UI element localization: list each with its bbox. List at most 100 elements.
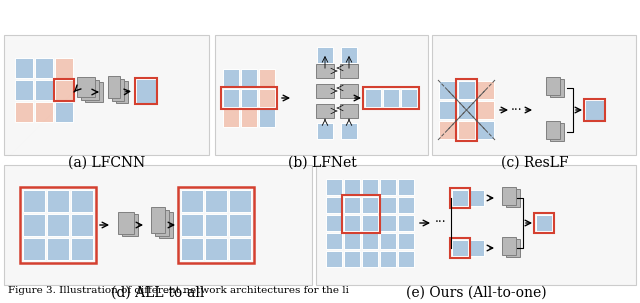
Bar: [229, 190, 251, 212]
Bar: [458, 101, 475, 119]
Bar: [15, 80, 33, 100]
Bar: [122, 214, 138, 236]
Bar: [20, 187, 96, 263]
Bar: [470, 190, 484, 206]
Bar: [229, 214, 251, 236]
Bar: [380, 179, 396, 195]
Bar: [316, 84, 334, 98]
Bar: [584, 99, 605, 121]
Bar: [81, 80, 99, 100]
Bar: [546, 121, 560, 138]
Bar: [55, 58, 73, 78]
Bar: [439, 121, 456, 139]
Text: (b) LFNet: (b) LFNet: [287, 156, 356, 170]
Bar: [47, 238, 69, 260]
Bar: [344, 197, 360, 213]
Bar: [241, 109, 257, 127]
Bar: [398, 197, 414, 213]
Bar: [205, 238, 227, 260]
Bar: [363, 87, 419, 109]
Bar: [151, 207, 165, 233]
Bar: [398, 215, 414, 231]
Bar: [116, 81, 128, 103]
Bar: [77, 77, 95, 97]
Bar: [47, 190, 69, 212]
Bar: [317, 47, 333, 63]
Bar: [439, 101, 456, 119]
Bar: [342, 195, 380, 233]
Bar: [118, 211, 134, 234]
Bar: [47, 214, 69, 236]
Bar: [241, 69, 257, 87]
Text: (c) ResLF: (c) ResLF: [501, 156, 569, 170]
Bar: [340, 104, 358, 118]
Bar: [506, 189, 520, 207]
Bar: [362, 197, 378, 213]
Bar: [344, 179, 360, 195]
Text: (e) Ours (All-to-one): (e) Ours (All-to-one): [406, 286, 547, 300]
Bar: [362, 179, 378, 195]
Bar: [383, 89, 399, 107]
Bar: [35, 80, 53, 100]
Bar: [112, 78, 124, 101]
Bar: [344, 215, 360, 231]
Bar: [259, 109, 275, 127]
Bar: [439, 81, 456, 99]
Bar: [380, 233, 396, 249]
Bar: [155, 210, 169, 236]
Bar: [477, 81, 494, 99]
Bar: [380, 197, 396, 213]
Bar: [205, 214, 227, 236]
Bar: [477, 121, 494, 139]
Bar: [546, 77, 560, 95]
Bar: [550, 123, 564, 141]
Bar: [136, 79, 156, 103]
Bar: [221, 87, 277, 109]
Bar: [341, 123, 357, 139]
Bar: [362, 251, 378, 267]
Bar: [380, 251, 396, 267]
Bar: [398, 179, 414, 195]
Bar: [398, 251, 414, 267]
Bar: [259, 69, 275, 87]
Bar: [458, 121, 475, 139]
Bar: [502, 187, 516, 205]
Bar: [55, 80, 73, 100]
Text: ···: ···: [511, 104, 523, 116]
Bar: [223, 89, 239, 107]
Bar: [15, 102, 33, 122]
Bar: [23, 190, 45, 212]
Bar: [450, 188, 470, 208]
Text: (d) ALL-to-all: (d) ALL-to-all: [111, 286, 205, 300]
Bar: [450, 238, 470, 258]
Bar: [317, 123, 333, 139]
Bar: [316, 165, 636, 285]
Bar: [452, 240, 468, 256]
Bar: [316, 104, 334, 118]
Bar: [341, 47, 357, 63]
Bar: [35, 102, 53, 122]
Bar: [398, 233, 414, 249]
Bar: [215, 35, 428, 155]
Bar: [477, 101, 494, 119]
Bar: [23, 238, 45, 260]
Bar: [340, 84, 358, 98]
Bar: [71, 238, 93, 260]
Bar: [340, 64, 358, 78]
Bar: [506, 239, 520, 257]
Bar: [502, 237, 516, 255]
Text: (a) LFCNN: (a) LFCNN: [68, 156, 146, 170]
Bar: [536, 215, 552, 231]
Bar: [326, 233, 342, 249]
Bar: [223, 109, 239, 127]
Bar: [181, 190, 203, 212]
Bar: [432, 35, 636, 155]
Bar: [159, 212, 173, 238]
Bar: [241, 89, 257, 107]
Bar: [35, 58, 53, 78]
Bar: [178, 187, 254, 263]
Bar: [550, 79, 564, 97]
Bar: [85, 82, 103, 102]
Bar: [259, 89, 275, 107]
Bar: [362, 233, 378, 249]
